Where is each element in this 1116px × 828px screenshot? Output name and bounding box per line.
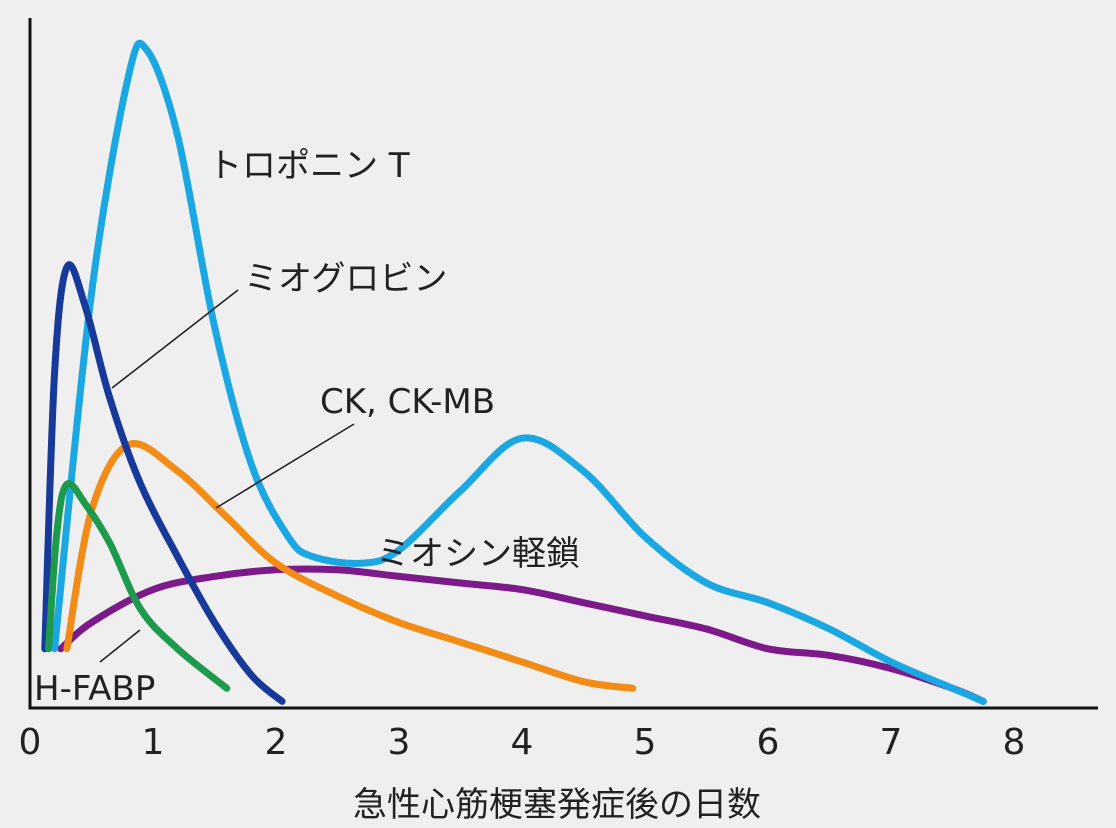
x-tick-label: 1 (142, 722, 165, 763)
series-line-myoglobin (41, 261, 286, 705)
x-axis-label: 急性心筋梗塞発症後の日数 (353, 785, 761, 825)
leader-line-h-fabp (99, 629, 141, 663)
series-curves (41, 39, 987, 705)
series-line-h-fabp (45, 479, 231, 692)
series-line-ck-ckmb (63, 440, 637, 692)
series-line-troponin-t (51, 39, 987, 705)
series-label-h-fabp: H-FABP (34, 669, 155, 709)
annotation-leaders (99, 289, 355, 663)
axes (28, 18, 1098, 710)
x-tick-label: 2 (265, 722, 288, 763)
x-tick-label: 0 (19, 722, 42, 763)
series-label-myosin-light-chain: ミオシン軽鎖 (376, 534, 580, 574)
x-tick-label: 5 (634, 722, 657, 763)
x-tick-label: 7 (880, 722, 903, 763)
series-label-troponin-t: トロポニン T (208, 146, 410, 186)
series-labels: トロポニン T ミオグロビン CK, CK-MB ミオシン軽鎖 H-FABP (34, 146, 580, 709)
x-tick-label: 3 (388, 722, 411, 763)
leader-line-ck-ckmb (215, 423, 355, 509)
series-label-ck-ckmb: CK, CK-MB (320, 382, 495, 422)
leader-line-myoglobin (111, 289, 239, 389)
series-label-myoglobin: ミオグロビン (244, 259, 447, 299)
x-tick-label: 8 (1003, 722, 1026, 763)
x-tick-label: 4 (511, 722, 534, 763)
axis-lines (28, 18, 1098, 710)
x-tick-labels: 0 1 2 3 4 5 6 7 8 (19, 722, 1026, 763)
x-tick-label: 6 (757, 722, 780, 763)
